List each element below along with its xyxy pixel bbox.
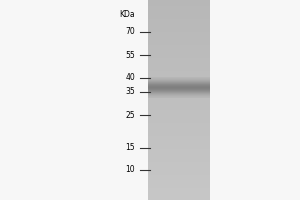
Text: 35: 35 — [125, 88, 135, 97]
Text: KDa: KDa — [119, 10, 135, 19]
Text: 55: 55 — [125, 50, 135, 60]
Text: 40: 40 — [125, 73, 135, 82]
Text: 25: 25 — [125, 110, 135, 119]
Text: 70: 70 — [125, 27, 135, 36]
Text: 15: 15 — [125, 144, 135, 152]
Text: 10: 10 — [125, 166, 135, 174]
